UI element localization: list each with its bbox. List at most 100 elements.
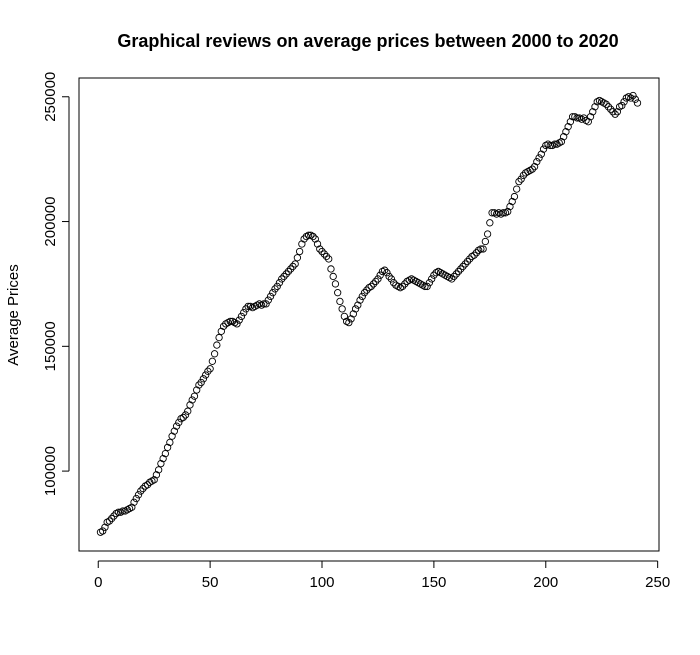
data-point	[627, 94, 635, 102]
data-point	[472, 249, 481, 257]
data-point	[358, 292, 366, 301]
data-point	[470, 251, 478, 259]
data-point	[604, 103, 613, 111]
data-point	[481, 237, 490, 246]
data-point	[586, 113, 595, 121]
x-tick-label: 0	[94, 574, 102, 591]
data-point	[99, 527, 107, 535]
data-point	[329, 272, 337, 281]
y-tick-label: 100000	[42, 446, 59, 496]
y-tick-label: 150000	[42, 321, 59, 371]
data-point	[289, 262, 297, 271]
data-point	[226, 317, 234, 326]
data-point	[159, 454, 167, 463]
data-point	[568, 113, 577, 121]
data-point	[421, 282, 429, 291]
data-point	[506, 202, 514, 211]
chart-title: Graphical reviews on average prices betw…	[117, 31, 618, 51]
data-point	[155, 466, 163, 474]
data-point	[356, 296, 364, 304]
data-point	[233, 320, 241, 328]
data-point	[454, 267, 463, 276]
data-point	[287, 265, 295, 273]
data-point	[607, 105, 615, 113]
x-tick-label: 250	[645, 574, 670, 591]
data-point	[589, 108, 597, 116]
data-point	[278, 275, 286, 283]
data-point	[629, 91, 637, 100]
data-point	[428, 275, 436, 283]
data-point	[105, 517, 114, 525]
data-point	[369, 280, 378, 288]
x-tick-label: 150	[421, 574, 446, 591]
data-point	[504, 207, 512, 216]
data-point	[325, 255, 333, 263]
data-point	[562, 128, 570, 136]
data-point	[260, 300, 268, 308]
data-point	[188, 396, 196, 404]
data-point	[367, 282, 375, 291]
data-point	[383, 269, 391, 277]
data-point	[530, 162, 539, 171]
data-point	[295, 247, 304, 256]
data-point	[175, 418, 183, 427]
data-point	[320, 250, 328, 258]
data-point	[466, 255, 474, 263]
data-point	[143, 481, 152, 489]
data-point	[219, 322, 228, 331]
data-point	[551, 140, 559, 148]
data-point	[273, 282, 281, 291]
data-point	[517, 175, 525, 183]
data-point	[515, 177, 523, 186]
data-point	[280, 272, 288, 281]
data-point	[450, 272, 458, 281]
data-point	[459, 262, 467, 271]
data-point	[539, 145, 548, 153]
data-point	[139, 484, 147, 493]
data-point	[271, 285, 279, 293]
data-point	[566, 118, 575, 126]
data-point	[618, 101, 626, 110]
data-point	[293, 254, 302, 262]
data-point	[535, 154, 543, 162]
data-point	[334, 289, 342, 297]
data-point	[602, 100, 610, 108]
data-point	[633, 99, 642, 107]
data-point	[349, 310, 357, 318]
data-point	[389, 279, 398, 287]
data-point	[336, 297, 344, 306]
data-point	[137, 487, 145, 495]
data-point	[387, 275, 396, 283]
data-point	[240, 308, 248, 317]
data-point	[157, 459, 165, 468]
data-point	[463, 257, 472, 266]
data-point	[580, 114, 588, 122]
data-point	[235, 316, 243, 324]
data-point	[161, 449, 170, 458]
data-point	[298, 240, 306, 248]
data-point	[150, 476, 158, 484]
data-point	[128, 503, 136, 511]
data-point	[425, 279, 434, 287]
data-point	[134, 491, 143, 499]
data-point	[381, 266, 389, 274]
data-point	[533, 157, 541, 166]
data-point	[611, 110, 619, 118]
data-point	[363, 286, 371, 294]
data-point	[322, 252, 331, 261]
data-point	[557, 138, 566, 146]
y-tick-label: 200000	[42, 197, 59, 247]
data-point	[132, 494, 140, 503]
data-point	[345, 318, 353, 327]
data-point	[499, 209, 507, 217]
data-point	[300, 235, 308, 243]
data-point	[242, 305, 250, 313]
data-point	[519, 171, 528, 180]
data-point	[210, 350, 219, 358]
data-point	[184, 407, 192, 415]
data-point	[199, 375, 208, 383]
data-point	[208, 357, 217, 365]
data-point	[448, 275, 456, 283]
